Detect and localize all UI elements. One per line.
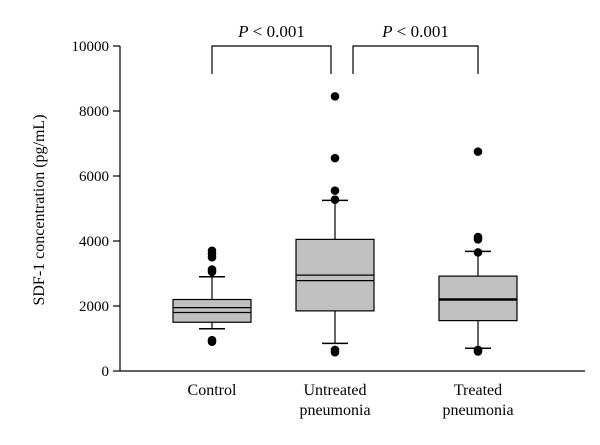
outlier-point xyxy=(330,153,340,163)
bracket-control-untreated: P < 0.001 xyxy=(211,22,332,74)
outlier-point xyxy=(207,265,217,274)
outlier-point xyxy=(330,186,340,195)
p-symbol: P xyxy=(381,22,392,41)
bracket-line xyxy=(211,45,332,74)
significance-brackets: P < 0.001 P < 0.001 xyxy=(211,22,479,74)
box-untreated xyxy=(295,92,375,357)
p-text: < 0.001 xyxy=(249,22,305,41)
y-tick-label: 4000 xyxy=(79,234,109,250)
box-treated xyxy=(438,147,518,356)
bracket-untreated-treated: P < 0.001 xyxy=(352,22,479,74)
outlier-point xyxy=(473,345,483,355)
boxes xyxy=(172,92,518,357)
y-tick-label: 0 xyxy=(102,364,110,380)
p-value-label: P < 0.001 xyxy=(381,22,449,41)
y-tick-label: 10000 xyxy=(72,39,110,55)
p-symbol: P xyxy=(237,22,248,41)
p-value-label: P < 0.001 xyxy=(237,22,305,41)
y-tick-label: 8000 xyxy=(79,104,109,120)
x-category-label: pneumonia xyxy=(299,402,370,419)
outlier-point xyxy=(207,335,217,345)
box-iqr xyxy=(172,298,252,323)
y-tick-label: 6000 xyxy=(79,169,109,185)
y-axis: 0 2000 4000 6000 8000 10000 xyxy=(72,39,121,380)
x-category-label: Untreated xyxy=(303,382,366,399)
outlier-point xyxy=(330,345,340,355)
x-category-label: Control xyxy=(188,382,237,399)
x-category-label: Treated xyxy=(454,382,502,399)
y-axis-label: SDF-1 concentration (pg/mL) xyxy=(31,114,48,305)
x-axis: Control Untreated pneumonia Treated pneumoni… xyxy=(120,370,585,419)
box-control xyxy=(172,246,252,347)
bracket-line xyxy=(352,45,479,74)
outlier-point xyxy=(207,246,217,256)
y-tick-label: 2000 xyxy=(79,299,109,315)
p-text: < 0.001 xyxy=(393,22,449,41)
outlier-point xyxy=(473,248,483,257)
outlier-point xyxy=(473,147,483,156)
outlier-point xyxy=(330,195,340,205)
x-category-label: pneumonia xyxy=(442,402,513,419)
outlier-point xyxy=(473,232,483,242)
outlier-point xyxy=(330,92,340,101)
